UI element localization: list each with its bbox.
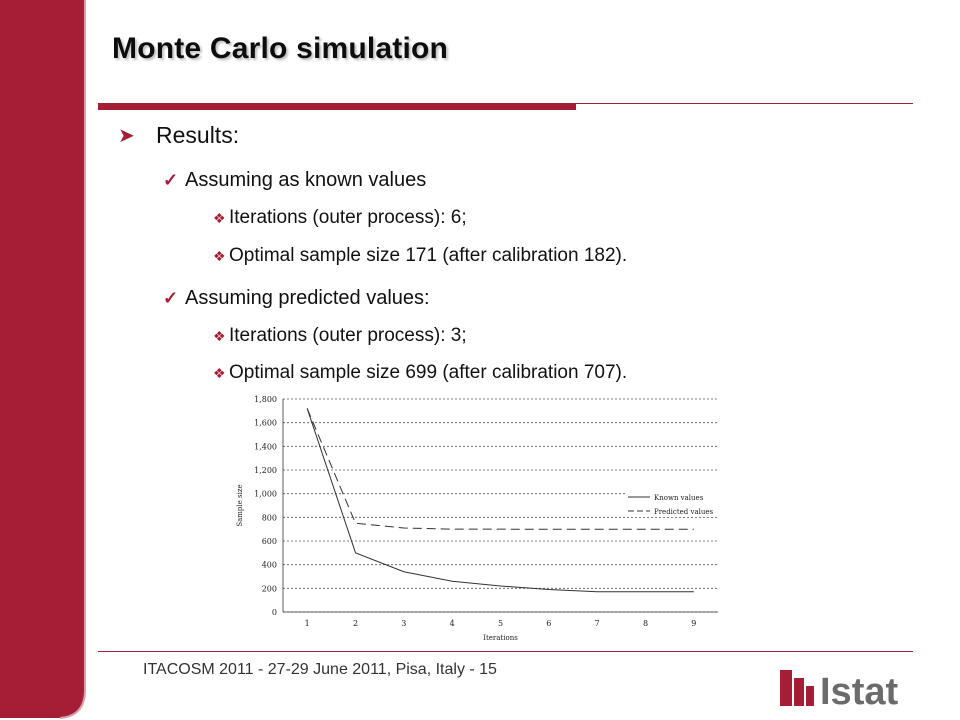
y-tick-label: 0 <box>272 608 277 617</box>
y-tick-label: 600 <box>262 537 277 546</box>
istat-logo: Istat <box>780 670 898 710</box>
x-tick-label: 1 <box>305 619 310 628</box>
y-tick-label: 200 <box>262 584 277 593</box>
y-tick-label: 1,600 <box>254 419 277 428</box>
known-item-text: Iterations (outer process): 6; <box>229 207 467 228</box>
series-line <box>306 408 694 530</box>
x-tick-label: 8 <box>643 619 648 628</box>
y-tick-label: 1,400 <box>254 442 277 451</box>
y-tick-label: 1,800 <box>254 395 277 404</box>
predicted-label: Assuming predicted values: <box>185 287 430 309</box>
bullet-predicted-item: ❖ Iterations (outer process): 3; <box>213 325 467 347</box>
sidebar-decoration <box>0 0 86 719</box>
y-tick-label: 1,000 <box>254 490 277 499</box>
diamond-bullet-icon: ❖ <box>213 247 226 264</box>
footer-text: ITACOSM 2011 - 27-29 June 2011, Pisa, It… <box>143 661 497 678</box>
x-tick-label: 7 <box>595 619 600 628</box>
title-underline-thin <box>576 103 913 104</box>
known-item-text: Optimal sample size 171 (after calibrati… <box>229 245 628 266</box>
legend-background <box>626 504 722 517</box>
x-tick-label: 4 <box>450 619 455 628</box>
title-underline-thick <box>98 103 576 110</box>
x-tick-label: 3 <box>401 619 406 628</box>
check-icon: ✓ <box>163 170 179 190</box>
diamond-bullet-icon: ❖ <box>213 327 226 344</box>
x-tick-label: 5 <box>498 619 503 628</box>
bullet-results: ➤ Results: <box>118 122 239 149</box>
bullet-known: ✓ Assuming as known values <box>163 169 426 192</box>
diamond-bullet-icon: ❖ <box>213 209 226 226</box>
x-tick-label: 6 <box>546 619 551 628</box>
arrow-bullet-icon: ➤ <box>118 125 135 147</box>
footer-rule <box>98 651 913 652</box>
y-tick-label: 400 <box>262 561 277 570</box>
predicted-item-text: Iterations (outer process): 3; <box>229 325 467 346</box>
svg-text:Istat: Istat <box>820 671 898 710</box>
x-tick-label: 9 <box>691 619 696 628</box>
sample-size-chart: 0 200 400 600 800 1,000 1,200 1,400 1,600 1,800 1 2… <box>236 395 722 642</box>
y-tick-label: 800 <box>262 513 277 522</box>
results-label: Results: <box>156 122 240 148</box>
y-axis-label: Sample size <box>236 484 244 526</box>
known-label: Assuming as known values <box>185 169 427 191</box>
legend-label: Predicted values <box>654 508 714 516</box>
slide-title: Monte Carlo simulation <box>112 32 449 65</box>
x-tick-label: 2 <box>353 619 358 628</box>
x-axis-label: Iterations <box>483 634 518 642</box>
legend-label: Known values <box>654 494 704 502</box>
y-tick-label: 1,200 <box>254 466 277 475</box>
predicted-item-text: Optimal sample size 699 (after calibrati… <box>229 362 628 383</box>
diamond-bullet-icon: ❖ <box>213 364 226 381</box>
bullet-predicted-item: ❖ Optimal sample size 699 (after calibra… <box>213 362 627 384</box>
legend-background <box>626 490 722 503</box>
series-line <box>306 408 694 593</box>
bullet-known-item: ❖ Optimal sample size 171 (after calibra… <box>213 245 627 267</box>
bullet-known-item: ❖ Iterations (outer process): 6; <box>213 207 467 229</box>
bullet-predicted: ✓ Assuming predicted values: <box>163 287 430 310</box>
check-icon: ✓ <box>163 288 179 308</box>
